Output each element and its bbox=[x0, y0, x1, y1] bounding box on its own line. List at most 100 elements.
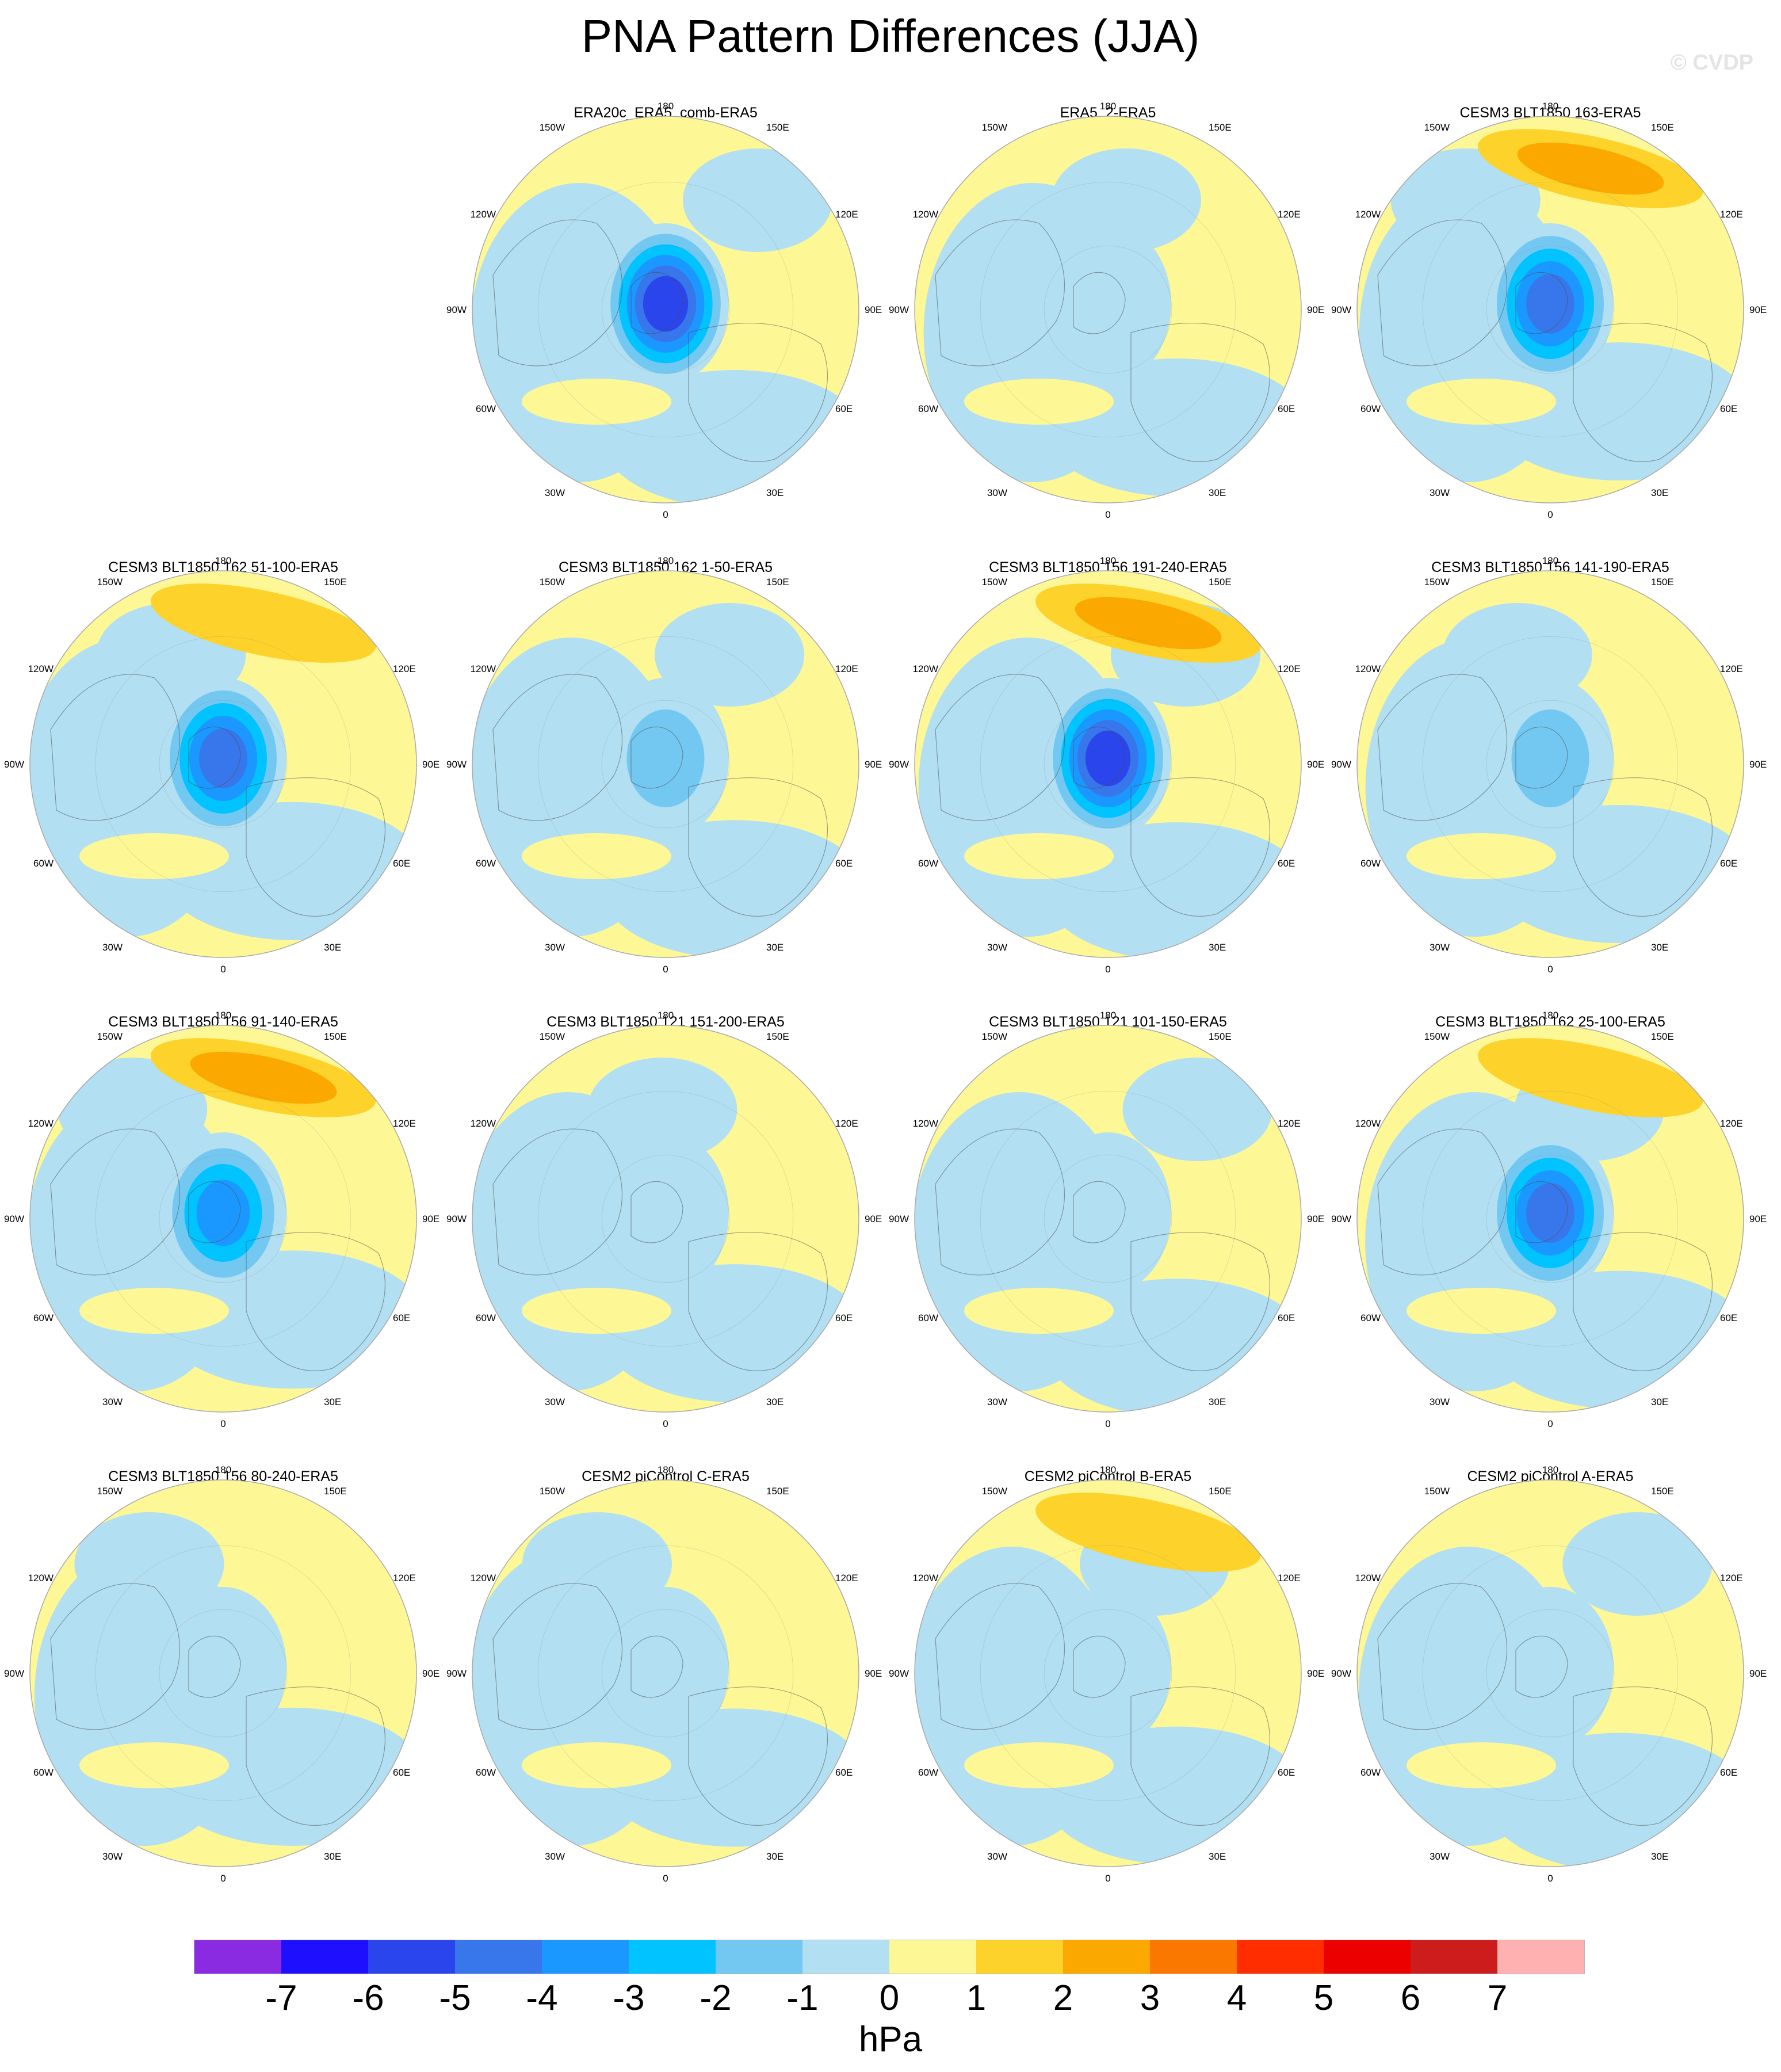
watermark: © CVDP bbox=[1670, 51, 1753, 75]
longitude-label: 60E bbox=[835, 403, 853, 414]
longitude-label: 30E bbox=[766, 1396, 784, 1407]
longitude-label: 150W bbox=[540, 1031, 565, 1042]
colorbar-swatch bbox=[1411, 1940, 1497, 1974]
colorbar-swatch bbox=[629, 1940, 716, 1974]
longitude-label: 120W bbox=[913, 1573, 938, 1583]
longitude-label: 90W bbox=[889, 759, 909, 770]
longitude-label: 90W bbox=[1331, 1214, 1351, 1224]
field-negative-region bbox=[58, 1058, 208, 1161]
longitude-label: 180 bbox=[1100, 555, 1116, 566]
coastline bbox=[1573, 1686, 1713, 1826]
longitude-label: 60W bbox=[33, 1312, 53, 1323]
coastline bbox=[1130, 1232, 1270, 1371]
polar-map: 180 0 90W 90E 150W 120W 60W 30W 150E 120E 60E 30E bbox=[889, 1010, 1324, 1429]
longitude-label: 150W bbox=[1424, 1486, 1450, 1497]
field-positive-band bbox=[522, 1742, 671, 1788]
latitude-circle bbox=[537, 1545, 794, 1802]
longitude-label: 60E bbox=[1278, 1312, 1295, 1323]
longitude-label: 30W bbox=[1430, 487, 1450, 498]
coastline bbox=[1377, 674, 1507, 821]
longitude-label: 120W bbox=[913, 209, 938, 220]
longitude-label: 0 bbox=[220, 964, 226, 975]
coastline bbox=[50, 674, 180, 821]
latitude-circle bbox=[1044, 700, 1172, 829]
longitude-label: 150E bbox=[766, 1486, 789, 1497]
longitude-label: 30W bbox=[987, 487, 1007, 498]
field-contour-level bbox=[151, 583, 376, 663]
longitude-label: 90W bbox=[889, 1214, 909, 1224]
longitude-label: 90E bbox=[1307, 304, 1324, 315]
latitude-circle bbox=[601, 700, 730, 829]
longitude-label: 30E bbox=[1651, 487, 1668, 498]
latitude-circle bbox=[537, 636, 794, 892]
longitude-label: 60E bbox=[1278, 403, 1295, 414]
field-contour-level bbox=[1511, 709, 1589, 807]
longitude-label: 60W bbox=[1360, 1767, 1381, 1778]
longitude-label: 120E bbox=[393, 663, 416, 674]
latitude-circle bbox=[537, 1090, 794, 1347]
longitude-label: 120W bbox=[913, 663, 938, 674]
map-boundary bbox=[1356, 1025, 1744, 1413]
field-contour-level bbox=[1035, 1493, 1261, 1572]
longitude-label: 90W bbox=[446, 1214, 467, 1224]
longitude-label: 30E bbox=[324, 1396, 341, 1407]
polar-map: 180 0 90W 90E 150W 120W 60W 30W 150E 120E 60E 30E bbox=[1331, 101, 1767, 520]
coastline bbox=[935, 219, 1065, 367]
colorbar bbox=[194, 1940, 1584, 1974]
coastline bbox=[688, 323, 828, 462]
longitude-label: 60W bbox=[1360, 1312, 1381, 1323]
field-negative-region bbox=[683, 148, 832, 252]
longitude-label: 120W bbox=[1355, 1118, 1381, 1129]
map-boundary bbox=[914, 1479, 1302, 1867]
map-boundary bbox=[1356, 1479, 1744, 1867]
polar-map: 180 0 90W 90E 150W 120W 60W 30W 150E 120E 60E 30E bbox=[446, 1010, 882, 1429]
coastline bbox=[935, 1128, 1065, 1276]
longitude-label: 180 bbox=[1542, 101, 1558, 112]
longitude-label: 30E bbox=[1209, 487, 1226, 498]
longitude-label: 30E bbox=[766, 1851, 784, 1862]
longitude-label: 120W bbox=[28, 1573, 53, 1583]
longitude-label: 120E bbox=[835, 1118, 858, 1129]
field-contour-level bbox=[1487, 1587, 1614, 1748]
longitude-label: 60E bbox=[1720, 1312, 1737, 1323]
field-contour-level bbox=[1075, 597, 1222, 650]
longitude-label: 120E bbox=[1278, 1118, 1301, 1129]
coastline bbox=[492, 1583, 622, 1730]
longitude-label: 120E bbox=[1720, 209, 1743, 220]
longitude-label: 30W bbox=[102, 942, 123, 953]
colorbar-tick-label: 3 bbox=[1140, 1978, 1160, 2018]
coastline bbox=[1073, 1635, 1126, 1698]
longitude-label: 30E bbox=[766, 487, 784, 498]
longitude-label: 90E bbox=[1749, 304, 1767, 315]
longitude-label: 150E bbox=[1651, 1486, 1674, 1497]
longitude-label: 90E bbox=[1749, 1214, 1767, 1224]
colorbar-tick-label: -4 bbox=[526, 1978, 558, 2018]
longitude-label: 120E bbox=[1720, 1573, 1743, 1583]
latitude-circle bbox=[1044, 1154, 1172, 1283]
latitude-circle bbox=[980, 181, 1236, 438]
latitude-circle bbox=[1422, 1090, 1679, 1347]
longitude-label: 150E bbox=[1651, 122, 1674, 133]
longitude-label: 90W bbox=[889, 1668, 909, 1679]
coastline bbox=[1515, 1635, 1568, 1698]
longitude-label: 30W bbox=[987, 1851, 1007, 1862]
field-contour-level bbox=[626, 709, 705, 807]
longitude-label: 150W bbox=[982, 122, 1007, 133]
longitude-label: 120E bbox=[1720, 1118, 1743, 1129]
longitude-label: 90E bbox=[1307, 1214, 1324, 1224]
field-contour-level bbox=[196, 1180, 250, 1246]
field-negative-region bbox=[1562, 1512, 1713, 1616]
longitude-label: 30E bbox=[1651, 1396, 1668, 1407]
map-boundary bbox=[1356, 116, 1744, 503]
colorbar-swatch bbox=[716, 1940, 802, 1974]
colorbar-tick-label: -5 bbox=[439, 1978, 471, 2018]
polar-map: 180 0 90W 90E 150W 120W 60W 30W 150E 120E 60E 30E bbox=[4, 555, 439, 975]
colorbar-swatch bbox=[281, 1940, 368, 1974]
colorbar-swatch bbox=[889, 1940, 976, 1974]
latitude-circle bbox=[159, 700, 288, 829]
longitude-label: 0 bbox=[220, 1418, 226, 1429]
longitude-label: 90E bbox=[865, 304, 882, 315]
longitude-label: 30E bbox=[1209, 942, 1226, 953]
longitude-label: 150W bbox=[97, 1031, 123, 1042]
colorbar-tick-label: 7 bbox=[1487, 1978, 1508, 2018]
